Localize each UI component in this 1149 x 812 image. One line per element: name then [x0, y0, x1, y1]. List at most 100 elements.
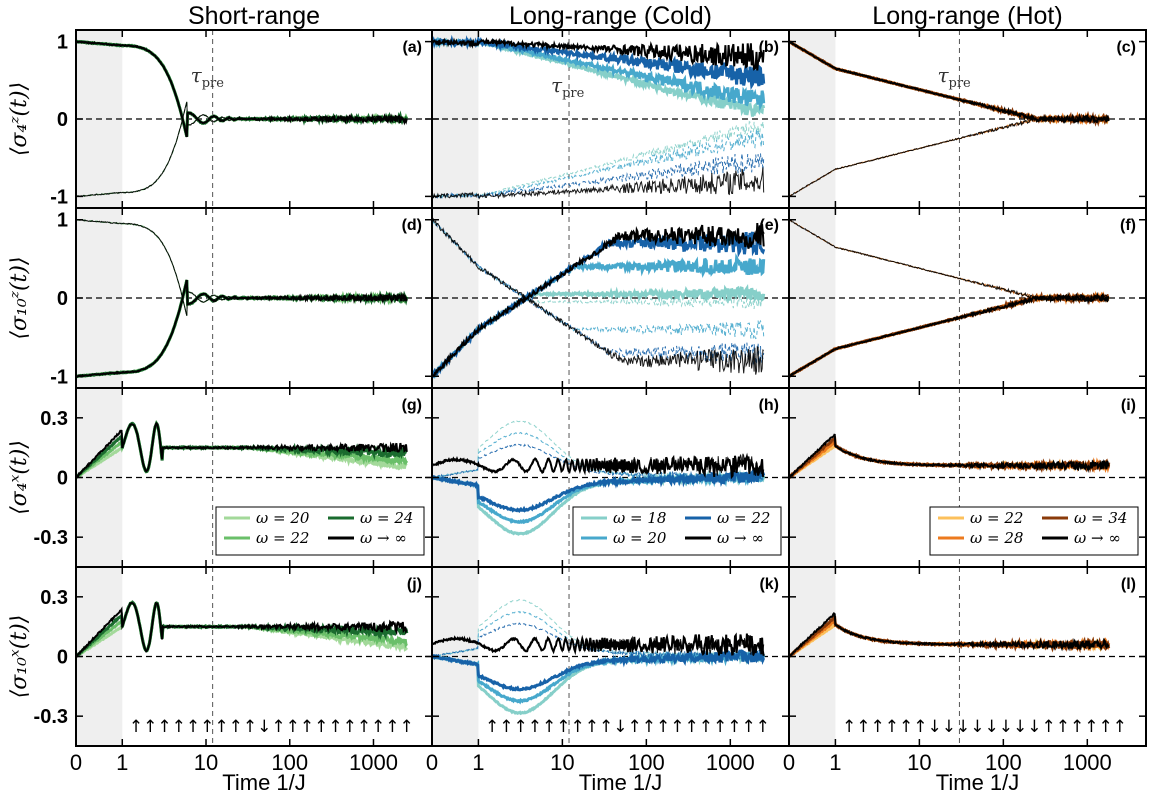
panel-c: (c) τpre — [788, 29, 1147, 209]
series-2-mirror — [432, 220, 765, 340]
series-2-mirror — [432, 431, 765, 483]
panel-b: (b) τpre — [431, 29, 790, 209]
curves — [76, 419, 409, 480]
series-4-mirror — [432, 167, 765, 200]
series-3-line — [432, 647, 766, 692]
legend-entry: ω = 24 — [360, 509, 413, 527]
panel-g: (g) 0.3 0 -0.3 ω = 20 ω = 24 ω = 22 ω → ∞ — [34, 387, 433, 568]
x-tick-label: 0 — [70, 750, 82, 775]
panel-label: (d) — [402, 217, 422, 234]
y-tick-label: 1 — [57, 32, 68, 54]
series-2-line — [76, 601, 408, 658]
x-tick-label: 1 — [116, 750, 128, 775]
series-4-line — [432, 452, 765, 480]
panels: (a) τpre 1 0 -1 (b) τpre (c) τpre (d) 1 0 -1 (e) (f) (g… — [34, 29, 1147, 747]
column-title-3: Long-range (Hot) — [872, 2, 1062, 30]
panel-a: (a) τpre 1 0 -1 — [50, 29, 433, 209]
y-tick-label: 0 — [57, 468, 68, 490]
x-tick-label: 0 — [783, 750, 795, 775]
curves — [76, 600, 409, 658]
x-tick-label: 1 — [829, 750, 841, 775]
spin-pattern: ↑↑↑↑↑↑↓↓↓↓↓↓↓↓↑↑↑↑↑↑ — [842, 717, 1127, 737]
panel-f: (f) — [788, 207, 1147, 389]
y-tick-label: -0.3 — [34, 706, 68, 728]
curves — [76, 39, 409, 198]
x-tick-label: 0 — [426, 750, 438, 775]
series-1-mirror — [789, 115, 1109, 197]
x-tick-label: 1000 — [1063, 750, 1112, 775]
panel-label: (e) — [759, 217, 779, 234]
legend: ω = 18 ω = 22 ω = 20 ω → ∞ — [572, 506, 782, 556]
panel-j: (j) 0.3 0 -0.3 ↑↑↑↑↑↑↑↑↑↓↑↑↑↑↑↑↑↑↑↑ — [34, 566, 433, 747]
panel-k: (k) ↑↑↑↑↑↑↑↑↑↓↑↑↑↑↑↑↑↑↑↑ — [431, 566, 790, 747]
panel-d: (d) 1 0 -1 — [50, 207, 433, 389]
legend-entry: ω = 22 — [970, 509, 1023, 527]
series-4-line — [432, 222, 765, 377]
series-1-mirror — [789, 219, 1109, 301]
curves — [789, 611, 1111, 658]
series-4-line — [789, 611, 1110, 657]
x-tick-label: 10 — [550, 750, 574, 775]
panel-l: (l) ↑↑↑↑↑↑↓↓↓↓↓↓↓↓↑↑↑↑↑↑ — [788, 566, 1147, 747]
series-4-mirror — [432, 217, 764, 375]
spin-pattern: ↑↑↑↑↑↑↑↑↑↓↑↑↑↑↑↑↑↑↑↑ — [129, 717, 414, 737]
x-axis: 0 1 10 100 1000 Time 1/J 0 1 10 100 1000 Time 1/J 0 1… — [70, 750, 1112, 795]
series-4-mirror — [76, 218, 408, 316]
series-2-line — [789, 291, 1110, 378]
series-1-line — [789, 444, 1111, 479]
series-3-mirror — [432, 153, 765, 199]
panel-label: (b) — [759, 39, 779, 56]
series-3-line — [76, 600, 409, 658]
legend: ω = 22 ω = 34 ω = 28 ω → ∞ — [929, 506, 1139, 556]
legend-entry: ω = 20 — [256, 509, 310, 527]
panel-label: (i) — [1121, 397, 1136, 414]
panel-label: (c) — [1116, 39, 1136, 56]
panel-label: (l) — [1121, 576, 1136, 593]
series-1-line — [789, 292, 1111, 378]
curves — [432, 34, 766, 200]
tau-pre-label: τpre — [551, 73, 585, 101]
curves — [789, 40, 1110, 198]
series-4-line — [789, 292, 1110, 378]
series-4-line — [789, 433, 1110, 479]
series-4-mirror — [789, 219, 1110, 303]
legend-entry: ω → ∞ — [1074, 529, 1121, 547]
series-4-line — [76, 40, 408, 138]
series-4-line — [76, 601, 408, 658]
x-tick-label: 1 — [472, 750, 484, 775]
legend-entry: ω = 34 — [1074, 509, 1127, 527]
column-title-2: Long-range (Cold) — [509, 2, 712, 30]
series-3-line — [76, 39, 408, 138]
y-label-row-4: ⟨σ₁₀ˣ(t)⟩ — [7, 615, 32, 699]
legend-entry: ω = 20 — [613, 529, 667, 547]
curves — [789, 219, 1111, 378]
series-4-line — [432, 37, 765, 71]
panel-label: (g) — [402, 397, 422, 414]
panel-e: (e) — [431, 207, 790, 389]
x-tick-label: 100 — [271, 750, 308, 775]
series-3-line — [432, 467, 766, 513]
legend-entry: ω = 22 — [256, 529, 309, 547]
series-1-line — [76, 600, 409, 658]
y-tick-label: -1 — [50, 366, 68, 388]
y-label-row-1: ⟨σ₄ᶻ(t)⟩ — [7, 82, 32, 156]
curves — [76, 218, 409, 379]
panel-i: (i) ω = 22 ω = 34 ω = 28 ω → ∞ — [788, 387, 1147, 568]
series-3-mirror — [789, 114, 1110, 198]
tau-pre-label: τpre — [937, 63, 971, 91]
y-tick-label: -0.3 — [34, 527, 68, 549]
legend-entry: ω → ∞ — [360, 529, 407, 547]
y-tick-label: 1 — [57, 210, 68, 232]
x-tick-label: 100 — [985, 750, 1022, 775]
column-title-1: Short-range — [188, 2, 320, 30]
series-2-mirror — [789, 219, 1109, 302]
x-tick-label: 100 — [628, 750, 665, 775]
x-tick-label: 1000 — [349, 750, 398, 775]
series-2-mirror — [789, 115, 1110, 197]
series-4-line — [76, 279, 408, 378]
panel-label: (a) — [402, 39, 422, 56]
curves — [432, 599, 766, 716]
curves — [432, 217, 766, 379]
y-tick-label: 0.3 — [40, 587, 68, 609]
